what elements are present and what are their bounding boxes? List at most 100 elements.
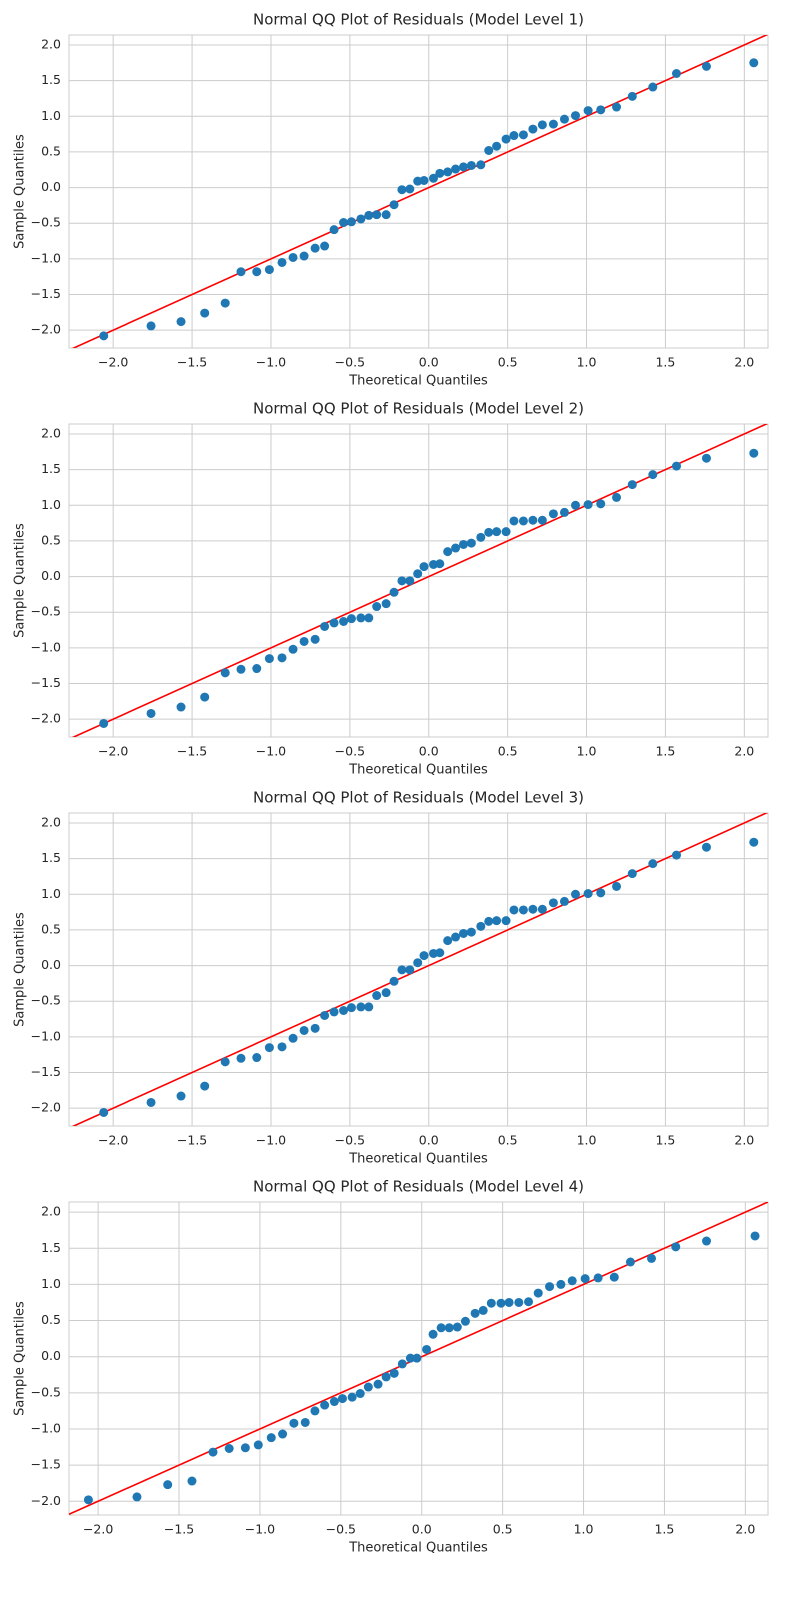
x-tick-label: −1.0 (256, 1133, 286, 1148)
point (451, 932, 461, 942)
point (671, 461, 681, 471)
y-tick-label: 0.5 (41, 532, 61, 547)
x-tick-label: 1.0 (577, 1133, 597, 1148)
y-tick-label: 0.0 (41, 568, 61, 583)
point (484, 146, 494, 156)
point (405, 1353, 415, 1363)
x-tick-label: −2.0 (98, 355, 128, 370)
point (356, 214, 366, 224)
point (236, 267, 246, 277)
point (749, 58, 759, 68)
point (320, 621, 330, 631)
point (556, 1279, 566, 1289)
point (363, 1382, 373, 1392)
point (501, 916, 511, 926)
chart-title: Normal QQ Plot of Residuals (Model Level… (253, 11, 584, 29)
point (320, 1010, 330, 1020)
y-tick-label: −1.5 (31, 1064, 61, 1079)
point (278, 1429, 288, 1439)
point (612, 492, 622, 502)
point (329, 1397, 339, 1407)
point (310, 243, 320, 253)
chart-title: Normal QQ Plot of Residuals (Model Level… (253, 789, 584, 807)
point (452, 1322, 462, 1332)
x-tick-label: 1.5 (655, 1133, 675, 1148)
point (583, 500, 593, 510)
y-tick-label: 1.5 (41, 461, 61, 476)
point (466, 538, 476, 548)
point (443, 547, 453, 557)
x-tick-label: 1.5 (654, 1522, 674, 1537)
x-tick-label: 0.5 (498, 744, 518, 759)
subplot: −2.0 −1.5 −1.0 −0.5 0.0 0.5 1.0 1.5 2.0 −2.0 −1.5 −… (13, 789, 769, 1167)
point (701, 842, 711, 852)
point (545, 1282, 555, 1292)
point (356, 613, 366, 623)
point (484, 916, 494, 926)
point (476, 921, 486, 931)
point (389, 587, 399, 597)
x-tick-label: 2.0 (734, 744, 754, 759)
point (470, 1308, 480, 1318)
point (451, 543, 461, 553)
x-tick-label: −0.5 (326, 1522, 356, 1537)
point (458, 162, 468, 172)
x-tick-label: −1.5 (177, 355, 207, 370)
point (559, 114, 569, 124)
point (504, 1297, 514, 1307)
point (460, 1316, 470, 1326)
point (528, 124, 538, 134)
y-tick-label: −1.0 (31, 250, 61, 265)
point (422, 1344, 432, 1354)
x-tick-label: 0.0 (412, 1522, 432, 1537)
y-axis-label: Sample Quantiles (13, 1301, 28, 1416)
x-tick-label: −1.5 (164, 1522, 194, 1537)
point (443, 167, 453, 177)
point (372, 210, 382, 220)
point (570, 500, 580, 510)
y-tick-label: −2.0 (31, 711, 61, 726)
point (458, 539, 468, 549)
point (671, 850, 681, 860)
x-tick-label: 1.0 (577, 744, 597, 759)
x-axis-label: Theoretical Quantiles (348, 763, 488, 778)
point (567, 1276, 577, 1286)
point (187, 1476, 197, 1486)
point (397, 185, 407, 195)
point (612, 102, 622, 112)
point (224, 1443, 234, 1453)
point (264, 1043, 274, 1053)
point (163, 1480, 173, 1490)
point (252, 267, 262, 277)
point (518, 130, 528, 140)
y-tick-label: −2.0 (31, 1100, 61, 1115)
point (583, 106, 593, 116)
x-axis-label: Theoretical Quantiles (348, 1541, 488, 1556)
point (176, 1091, 186, 1101)
x-tick-label: 2.0 (734, 1133, 754, 1148)
x-tick-label: 0.0 (419, 1133, 439, 1148)
y-tick-label: 2.0 (41, 814, 61, 829)
point (486, 1298, 496, 1308)
point (436, 1323, 446, 1333)
point (548, 509, 558, 519)
point (701, 453, 711, 463)
point (627, 480, 637, 490)
point (514, 1297, 524, 1307)
point (702, 1236, 712, 1246)
point (749, 448, 759, 458)
point (381, 1372, 391, 1382)
y-tick-label: 0.0 (41, 957, 61, 972)
y-tick-label: 1.0 (41, 886, 61, 901)
point (146, 321, 156, 331)
point (496, 1298, 506, 1308)
point (492, 527, 502, 537)
y-tick-label: 1.5 (41, 72, 61, 87)
point (749, 837, 759, 847)
y-tick-label: 1.0 (41, 108, 61, 123)
point (277, 1042, 287, 1052)
point (347, 1392, 357, 1402)
point (518, 516, 528, 526)
point (548, 898, 558, 908)
point (501, 527, 511, 537)
